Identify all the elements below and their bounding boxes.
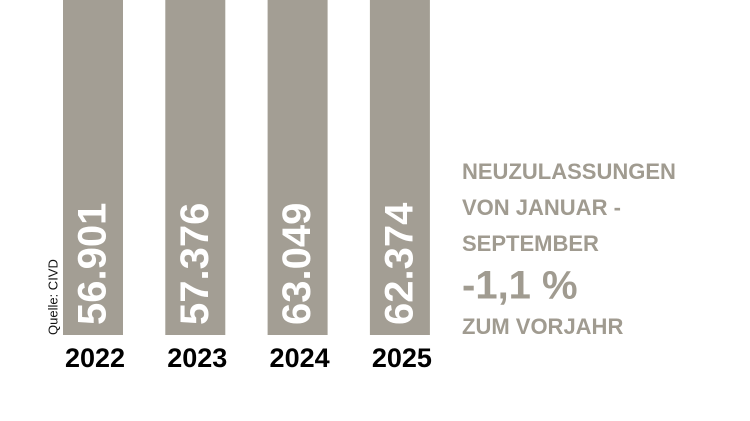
x-tick-label: 2023 — [167, 343, 227, 373]
value-label: 56.901 — [71, 203, 115, 325]
bars — [63, 0, 430, 335]
value-label: 63.049 — [275, 203, 319, 325]
headline: NEUZULASSUNGEN — [462, 159, 676, 184]
x-tick-label: 2024 — [270, 343, 330, 373]
headline: VON JANUAR - — [462, 195, 621, 220]
labels: 56.901 2022 57.376 2023 63.049 2024 62.374 2025 — [65, 202, 432, 373]
source: Quelle: CIVD — [45, 259, 60, 335]
bar — [267, 0, 328, 335]
value-label: 57.376 — [173, 203, 217, 325]
bar — [63, 0, 123, 335]
bar — [165, 0, 226, 335]
change: -1,1 % — [462, 264, 578, 308]
value-label: 62.374 — [377, 202, 421, 325]
bar — [369, 0, 430, 335]
change-note: ZUM VORJAHR — [462, 314, 623, 339]
headline: SEPTEMBER — [462, 231, 599, 256]
x-tick-label: 2022 — [65, 343, 125, 373]
x-tick-label: 2025 — [372, 343, 432, 373]
